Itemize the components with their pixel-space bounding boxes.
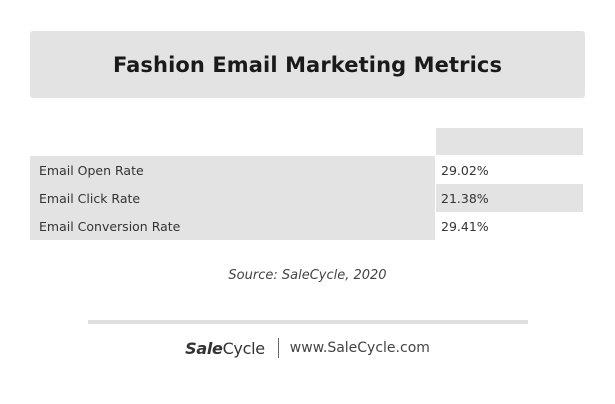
row-label-open-rate: Email Open Rate xyxy=(39,162,144,178)
row-label-conversion-rate: Email Conversion Rate xyxy=(39,218,181,234)
row-label-click-rate: Email Click Rate xyxy=(39,190,141,206)
row-value-conversion-rate: 29.41% xyxy=(441,218,489,234)
footer-divider xyxy=(88,320,528,324)
row-value-click-rate: 21.38% xyxy=(436,184,583,212)
title-banner: Fashion Email Marketing Metrics xyxy=(30,31,585,98)
value-column-header xyxy=(436,128,583,155)
footer-url: www.SaleCycle.com xyxy=(289,340,430,356)
salecycle-logo: SaleCycle xyxy=(185,339,265,358)
label-column-background xyxy=(30,156,435,240)
footer: SaleCycle www.SaleCycle.com xyxy=(0,335,615,361)
chart-title: Fashion Email Marketing Metrics xyxy=(112,52,503,77)
footer-separator xyxy=(277,338,279,358)
row-value-open-rate: 29.02% xyxy=(441,162,489,178)
source-note: Source: SaleCycle, 2020 xyxy=(228,268,387,283)
logo-regular-part: Cycle xyxy=(222,338,266,358)
logo-bold-part: Sale xyxy=(185,338,223,358)
